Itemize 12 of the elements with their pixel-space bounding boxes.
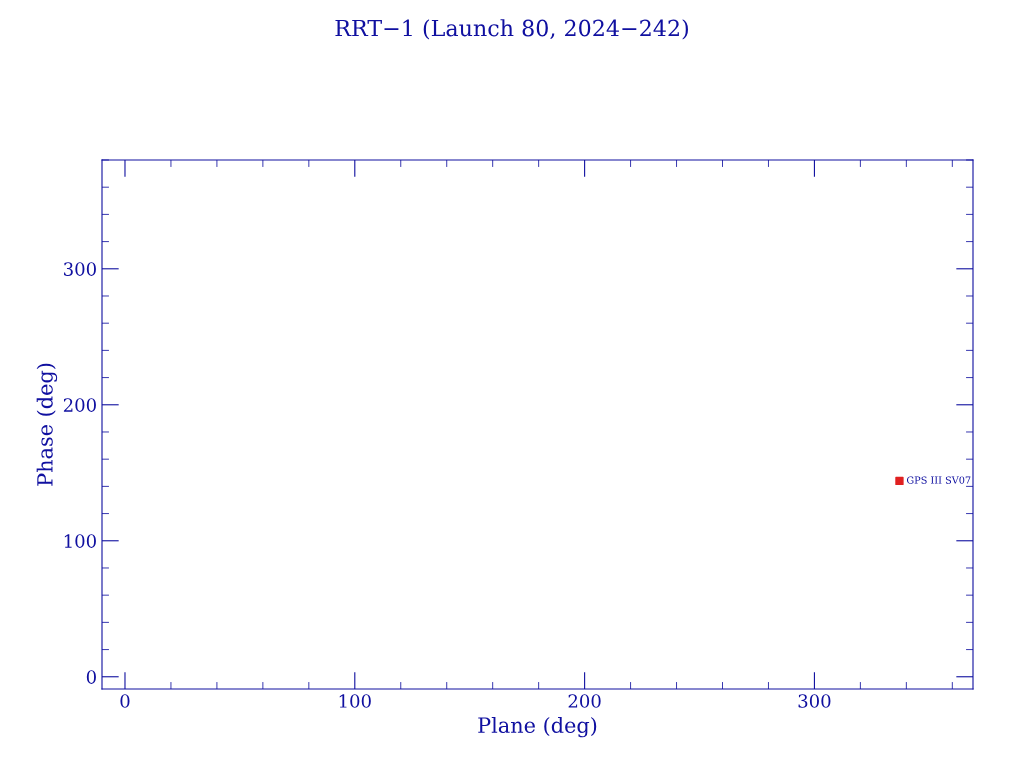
annotation: GPS III SV07 xyxy=(906,476,971,484)
y-tick-label: 0 xyxy=(86,670,96,684)
y-tick-label: 300 xyxy=(64,262,96,276)
x-tick-label: 300 xyxy=(798,694,831,708)
chart-title: RRT−1 (Launch 80, 2024−242) xyxy=(335,19,688,40)
x-tick-label: 0 xyxy=(120,694,130,708)
y-axis-title: Phase (deg) xyxy=(36,363,58,486)
x-axis-title: Plane (deg) xyxy=(478,716,597,738)
x-tick-label: 100 xyxy=(339,694,371,708)
x-tick-label: 200 xyxy=(568,694,601,708)
y-tick-label: 100 xyxy=(64,534,96,548)
y-tick-label: 200 xyxy=(63,398,96,412)
